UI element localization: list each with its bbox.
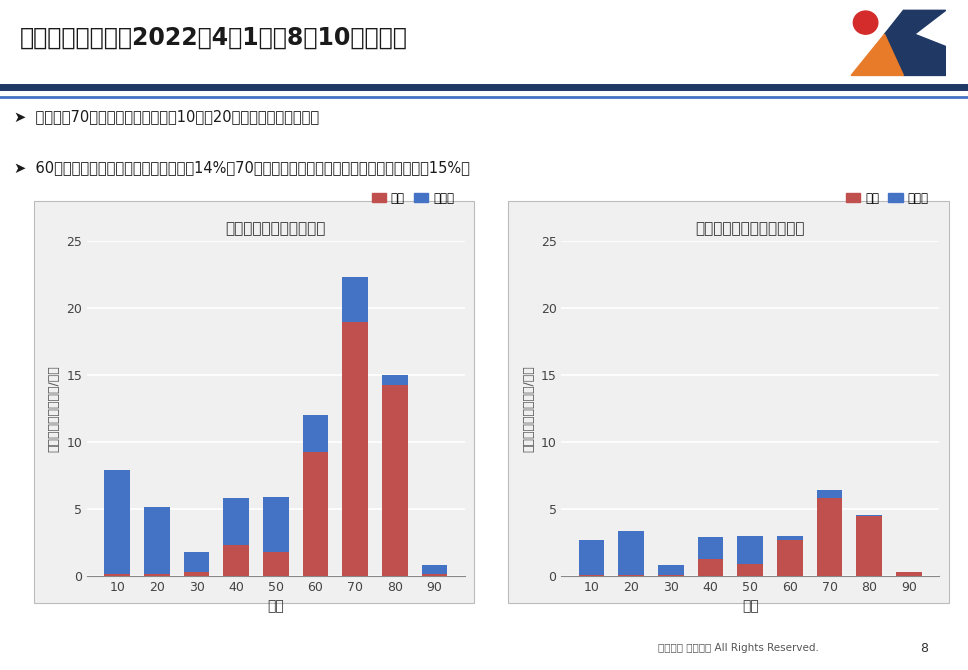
Bar <box>343 277 368 322</box>
Text: ➤  平日は、70代以上の利用が多く、10代と20代の利用も見られる。: ➤ 平日は、70代以上の利用が多く、10代と20代の利用も見られる。 <box>14 110 318 125</box>
Title: 日平均利用回数（平日）: 日平均利用回数（平日） <box>226 221 326 236</box>
Bar <box>263 497 288 552</box>
Bar <box>224 498 249 545</box>
Bar <box>382 385 408 576</box>
Bar <box>303 452 328 576</box>
Bar <box>303 415 328 452</box>
Bar <box>144 574 169 576</box>
Bar <box>579 575 604 576</box>
Text: 茨城交通 株式会社 All Rights Reserved.: 茨城交通 株式会社 All Rights Reserved. <box>658 643 819 653</box>
Y-axis label: 日平均利用回数（回/日）: 日平均利用回数（回/日） <box>47 365 61 452</box>
Ellipse shape <box>854 11 878 34</box>
Bar <box>184 552 209 572</box>
Bar <box>619 531 644 575</box>
Bar <box>857 516 882 576</box>
Title: 日平均利用回数（土日祝）: 日平均利用回数（土日祝） <box>695 221 805 236</box>
Bar <box>343 322 368 576</box>
Bar <box>263 552 288 576</box>
Bar <box>382 375 408 385</box>
Text: 8: 8 <box>921 642 928 655</box>
Text: ➤  60歳以上のアプリ利用者割合は平日で14%。70歳代だけで見るとアプリ利用者割合は平日で15%。: ➤ 60歳以上のアプリ利用者割合は平日で14%。70歳代だけで見るとアプリ利用者… <box>14 160 469 175</box>
X-axis label: 年齢: 年齢 <box>267 600 285 614</box>
Bar <box>738 564 763 576</box>
Legend: 電話, アプリ: 電話, アプリ <box>841 187 933 209</box>
Bar <box>422 574 447 576</box>
Bar <box>619 575 644 576</box>
Legend: 電話, アプリ: 電話, アプリ <box>367 187 459 209</box>
Bar <box>738 536 763 564</box>
Text: 年代別利用状況（2022年4月1日〜8月10日累計）: 年代別利用状況（2022年4月1日〜8月10日累計） <box>19 25 408 50</box>
Bar <box>698 559 723 576</box>
Bar <box>698 537 723 559</box>
Polygon shape <box>851 34 903 76</box>
Bar <box>105 574 130 576</box>
Bar <box>857 515 882 516</box>
Bar <box>817 490 842 498</box>
Bar <box>658 575 683 576</box>
Bar <box>777 536 802 540</box>
Bar <box>422 565 447 574</box>
Y-axis label: 日平均利用回数（回/日）: 日平均利用回数（回/日） <box>522 365 535 452</box>
Bar <box>144 507 169 574</box>
Bar <box>817 498 842 576</box>
Polygon shape <box>885 10 946 76</box>
X-axis label: 年齢: 年齢 <box>741 600 759 614</box>
Bar <box>224 545 249 576</box>
Bar <box>777 540 802 576</box>
Bar <box>579 540 604 575</box>
Bar <box>896 572 922 576</box>
Bar <box>105 470 130 574</box>
Bar <box>184 572 209 576</box>
Bar <box>658 565 683 575</box>
